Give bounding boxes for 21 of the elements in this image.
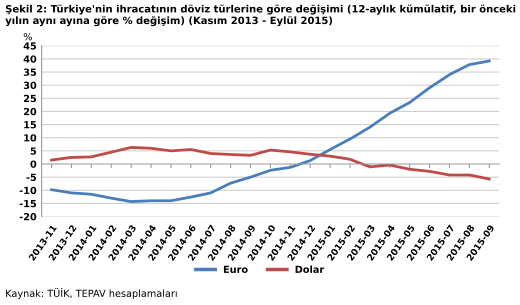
y-tick-label: 15 [24, 121, 36, 128]
y-tick-label: 20 [24, 108, 36, 116]
y-tick-label: 25 [24, 94, 36, 102]
legend-label: Dolar [296, 265, 324, 274]
line-series [50, 60, 491, 203]
line-series [50, 146, 491, 180]
text: Kaynak: TÜİK, TEPAV hesaplamaları [6, 288, 177, 299]
y-tick-label: 45 [24, 42, 36, 50]
y-tick-label: 0 [30, 160, 36, 168]
y-tick-label: -20 [20, 213, 36, 220]
y-tick-label: -10 [20, 186, 36, 194]
y-tick-label: 40 [24, 55, 36, 63]
y-tick-label: 10 [24, 134, 36, 142]
y-tick-label: 35 [24, 68, 36, 76]
legend-label: Euro [224, 266, 248, 274]
y-tick-label: -5 [26, 174, 36, 181]
y-tick-label: -15 [20, 200, 36, 208]
y-tick-label: 30 [24, 82, 36, 89]
y-tick-label: 5 [30, 147, 36, 155]
y-axis-title: % [24, 33, 32, 40]
chart-title: Şekil 2: Türkiye'nin ihracatının döviz türlerine göre değişimi (12-aylık kümülatif, bir önceki yılın aynı ayına göre % değişim) (Kasım 2013 - Eylül 2015) [5, 4, 516, 26]
